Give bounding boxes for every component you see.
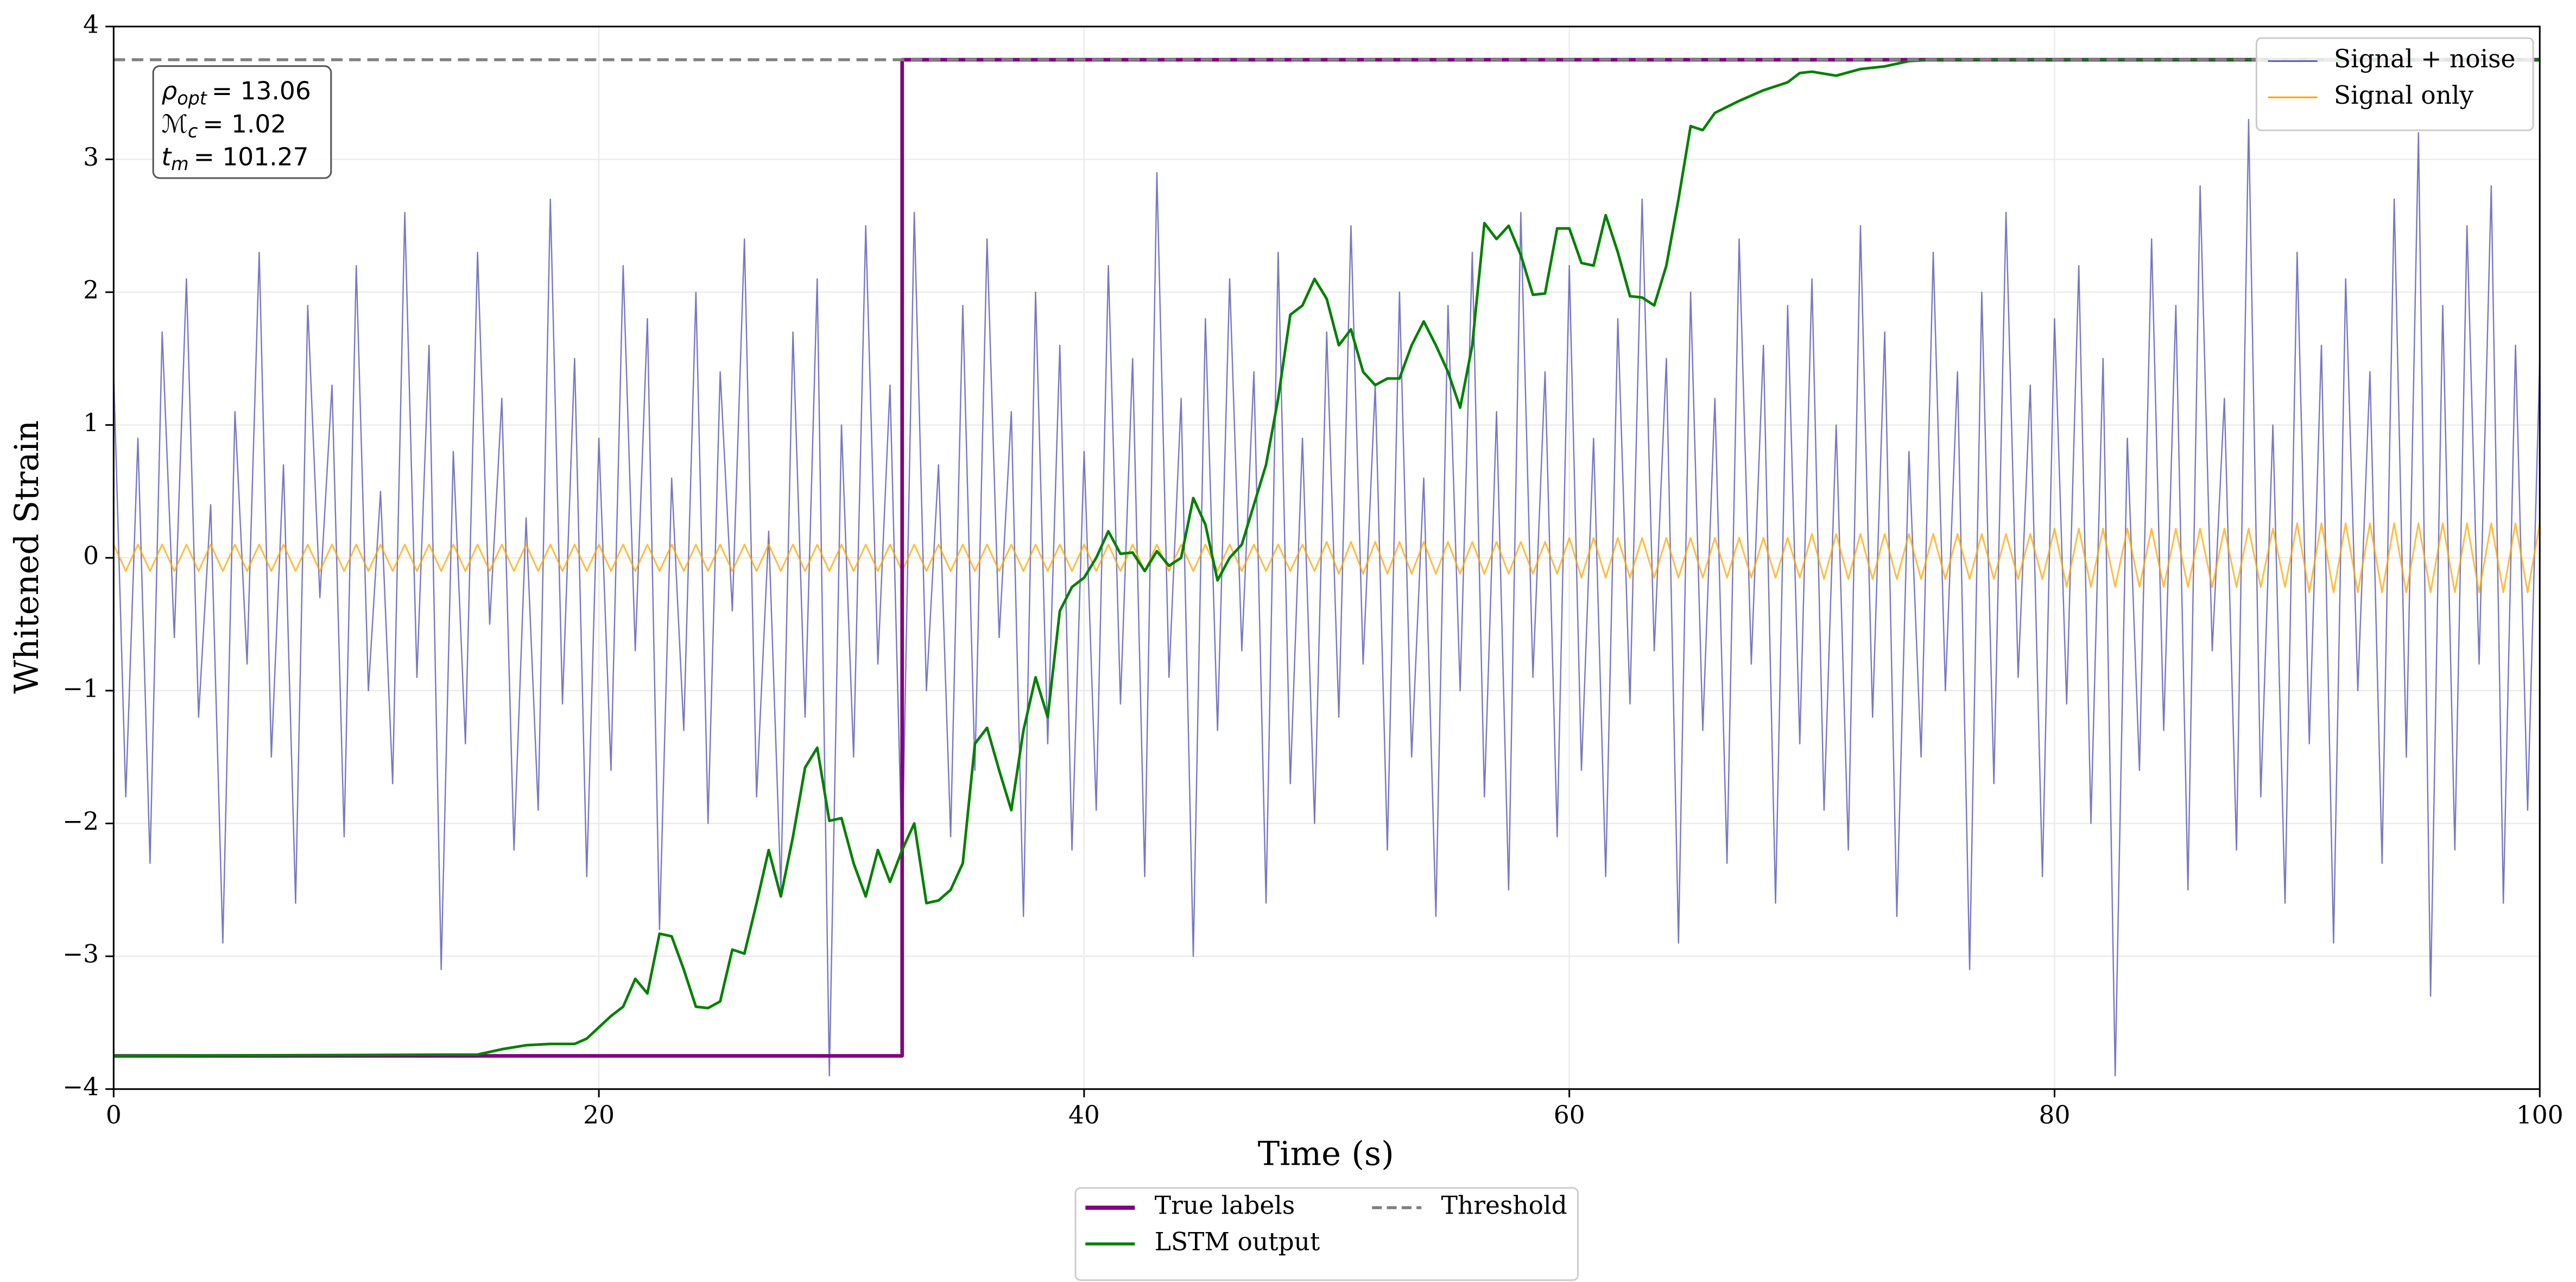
x-tick-label: 60 <box>1554 1101 1585 1129</box>
legend-box <box>1074 1187 1579 1281</box>
annotation-symbol: ρ <box>161 77 177 105</box>
y-tick-label: 1 <box>83 408 99 437</box>
annotation-subscript: c <box>188 121 198 142</box>
x-tick-label: 40 <box>1068 1101 1100 1129</box>
x-tick-label: 0 <box>106 1101 122 1129</box>
series-line <box>113 58 2540 1058</box>
legend-label: True labels <box>1155 1191 1295 1220</box>
y-tick-label: 0 <box>83 541 99 570</box>
x-tick-label: 100 <box>2516 1101 2564 1129</box>
legend-label: Signal only <box>2334 81 2474 110</box>
annotation-text: = 1.02 <box>202 109 286 138</box>
series-line <box>112 522 2541 593</box>
x-axis-label: Time (s) <box>1258 1135 1394 1173</box>
series-line <box>113 118 2541 1077</box>
annotation-subscript: opt <box>177 87 208 109</box>
annotation-subscript: m <box>171 153 189 174</box>
y-tick-label: −3 <box>62 940 99 969</box>
annotation-symbol: ℳ <box>161 109 188 138</box>
annotation: ρopt = 13.06 <box>161 77 311 109</box>
legend-label: LSTM output <box>1155 1227 1320 1256</box>
y-axis-label: Whitened Strain <box>8 420 46 694</box>
y-tick-label: −2 <box>62 807 99 836</box>
annotation-text: = 13.06 <box>212 77 311 105</box>
legend-label: Signal + noise <box>2334 45 2515 73</box>
y-tick-label: 3 <box>83 143 99 172</box>
annotation: ℳc = 1.02 <box>161 109 286 141</box>
y-tick-label: −1 <box>62 674 99 703</box>
x-tick-label: 80 <box>2039 1101 2071 1129</box>
y-tick-label: 4 <box>83 10 99 39</box>
annotation-symbol: t <box>161 142 172 171</box>
series-line <box>113 58 2540 1057</box>
y-tick-label: 2 <box>83 276 99 305</box>
legend-label: Threshold <box>1441 1191 1567 1220</box>
legend-box <box>2255 37 2534 131</box>
annotation: tm = 101.27 <box>161 142 308 174</box>
x-tick-label: 20 <box>583 1101 615 1129</box>
annotation-text: = 101.27 <box>194 142 309 171</box>
annotation-box <box>152 65 332 179</box>
plot-area <box>112 58 2541 1077</box>
y-tick-label: −4 <box>62 1072 99 1101</box>
